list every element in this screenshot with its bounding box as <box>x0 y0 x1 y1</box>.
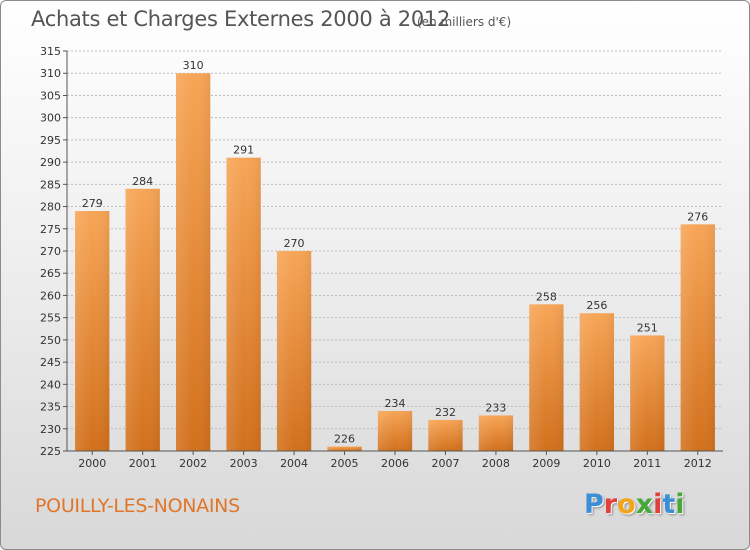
bar-value-label: 256 <box>586 299 607 312</box>
bar-shine <box>175 73 211 451</box>
bar-value-label: 279 <box>82 197 103 210</box>
bar-value-label: 234 <box>385 397 406 410</box>
logo-letter: i <box>675 489 685 520</box>
y-tick-label: 315 <box>40 45 61 58</box>
bar-value-label: 233 <box>485 401 506 414</box>
y-tick-label: 305 <box>40 89 61 102</box>
grid-lines <box>67 50 723 452</box>
y-tick-label: 300 <box>40 112 61 125</box>
x-tick-label: 2008 <box>482 457 510 470</box>
y-tick-label: 310 <box>40 67 61 80</box>
x-tick-label: 2011 <box>633 457 661 470</box>
bar-shine <box>226 157 261 451</box>
bar-value-label: 310 <box>183 59 204 72</box>
chart-title: Achats et Charges Externes 2000 à 2012 <box>31 7 451 31</box>
x-axis-ticks: 2000 2001 2002 2003 2004 2005 2006 2007 2008 2009… <box>78 451 712 470</box>
bar-shine <box>125 188 160 451</box>
bar-shine <box>529 304 564 451</box>
x-tick-label: 2003 <box>230 457 258 470</box>
x-tick-label: 2010 <box>583 457 611 470</box>
bar-value-label: 258 <box>536 290 557 303</box>
x-tick-label: 2006 <box>381 457 409 470</box>
bars: 279 284 310 291 270 226 234 232 233 258 256 251 276 <box>75 59 715 451</box>
bar-shine <box>377 411 413 451</box>
logo-letter: t <box>662 489 676 520</box>
bar-value-label: 284 <box>132 175 153 188</box>
y-tick-label: 225 <box>40 445 61 458</box>
x-tick-label: 2001 <box>129 457 157 470</box>
logo-letter: x <box>635 489 654 520</box>
bar-shine <box>478 415 514 451</box>
bar-value-label: 276 <box>687 210 708 223</box>
y-tick-label: 265 <box>40 267 61 280</box>
bar-value-label: 226 <box>334 433 355 446</box>
chart-subtitle: (en milliers d'€) <box>417 15 512 29</box>
bar-shine <box>579 313 615 451</box>
bar-shine <box>630 335 665 451</box>
y-tick-label: 275 <box>40 223 61 236</box>
bar-value-label: 291 <box>233 144 254 157</box>
x-tick-label: 2007 <box>431 457 459 470</box>
x-tick-label: 2012 <box>684 457 712 470</box>
y-tick-label: 280 <box>40 201 61 214</box>
y-tick-label: 245 <box>40 356 61 369</box>
bar-shine <box>327 446 362 451</box>
y-tick-label: 290 <box>40 156 61 169</box>
x-tick-label: 2004 <box>280 457 308 470</box>
proxiti-logo: Proxiti <box>584 489 685 520</box>
y-tick-label: 270 <box>40 245 61 258</box>
commune-name: POUILLY-LES-NONAINS <box>35 495 240 517</box>
y-tick-label: 240 <box>40 378 61 391</box>
logo-letter: P <box>584 489 604 520</box>
y-tick-label: 260 <box>40 289 61 302</box>
x-tick-label: 2000 <box>78 457 106 470</box>
y-tick-label: 295 <box>40 134 61 147</box>
y-tick-label: 230 <box>40 423 61 436</box>
bar-shine <box>680 224 715 451</box>
y-tick-label: 250 <box>40 334 61 347</box>
x-tick-label: 2005 <box>331 457 359 470</box>
y-axis-ticks: 225 230 235 240 245 250 255 260 265 270 275 280 285 2… <box>40 45 67 458</box>
axes <box>66 51 723 452</box>
x-tick-label: 2002 <box>179 457 207 470</box>
y-tick-label: 255 <box>40 312 61 325</box>
y-tick-label: 285 <box>40 178 61 191</box>
bar-shine <box>428 419 463 451</box>
logo-letter: o <box>617 489 636 520</box>
bar-value-label: 270 <box>284 237 305 250</box>
bar-value-label: 251 <box>637 321 658 334</box>
x-tick-label: 2009 <box>532 457 560 470</box>
bar-value-label: 232 <box>435 406 456 419</box>
logo-letter: i <box>653 489 663 520</box>
bar-shine <box>75 211 110 451</box>
bar-shine <box>276 251 312 451</box>
logo-letter: r <box>603 489 618 520</box>
y-tick-label: 235 <box>40 401 61 414</box>
